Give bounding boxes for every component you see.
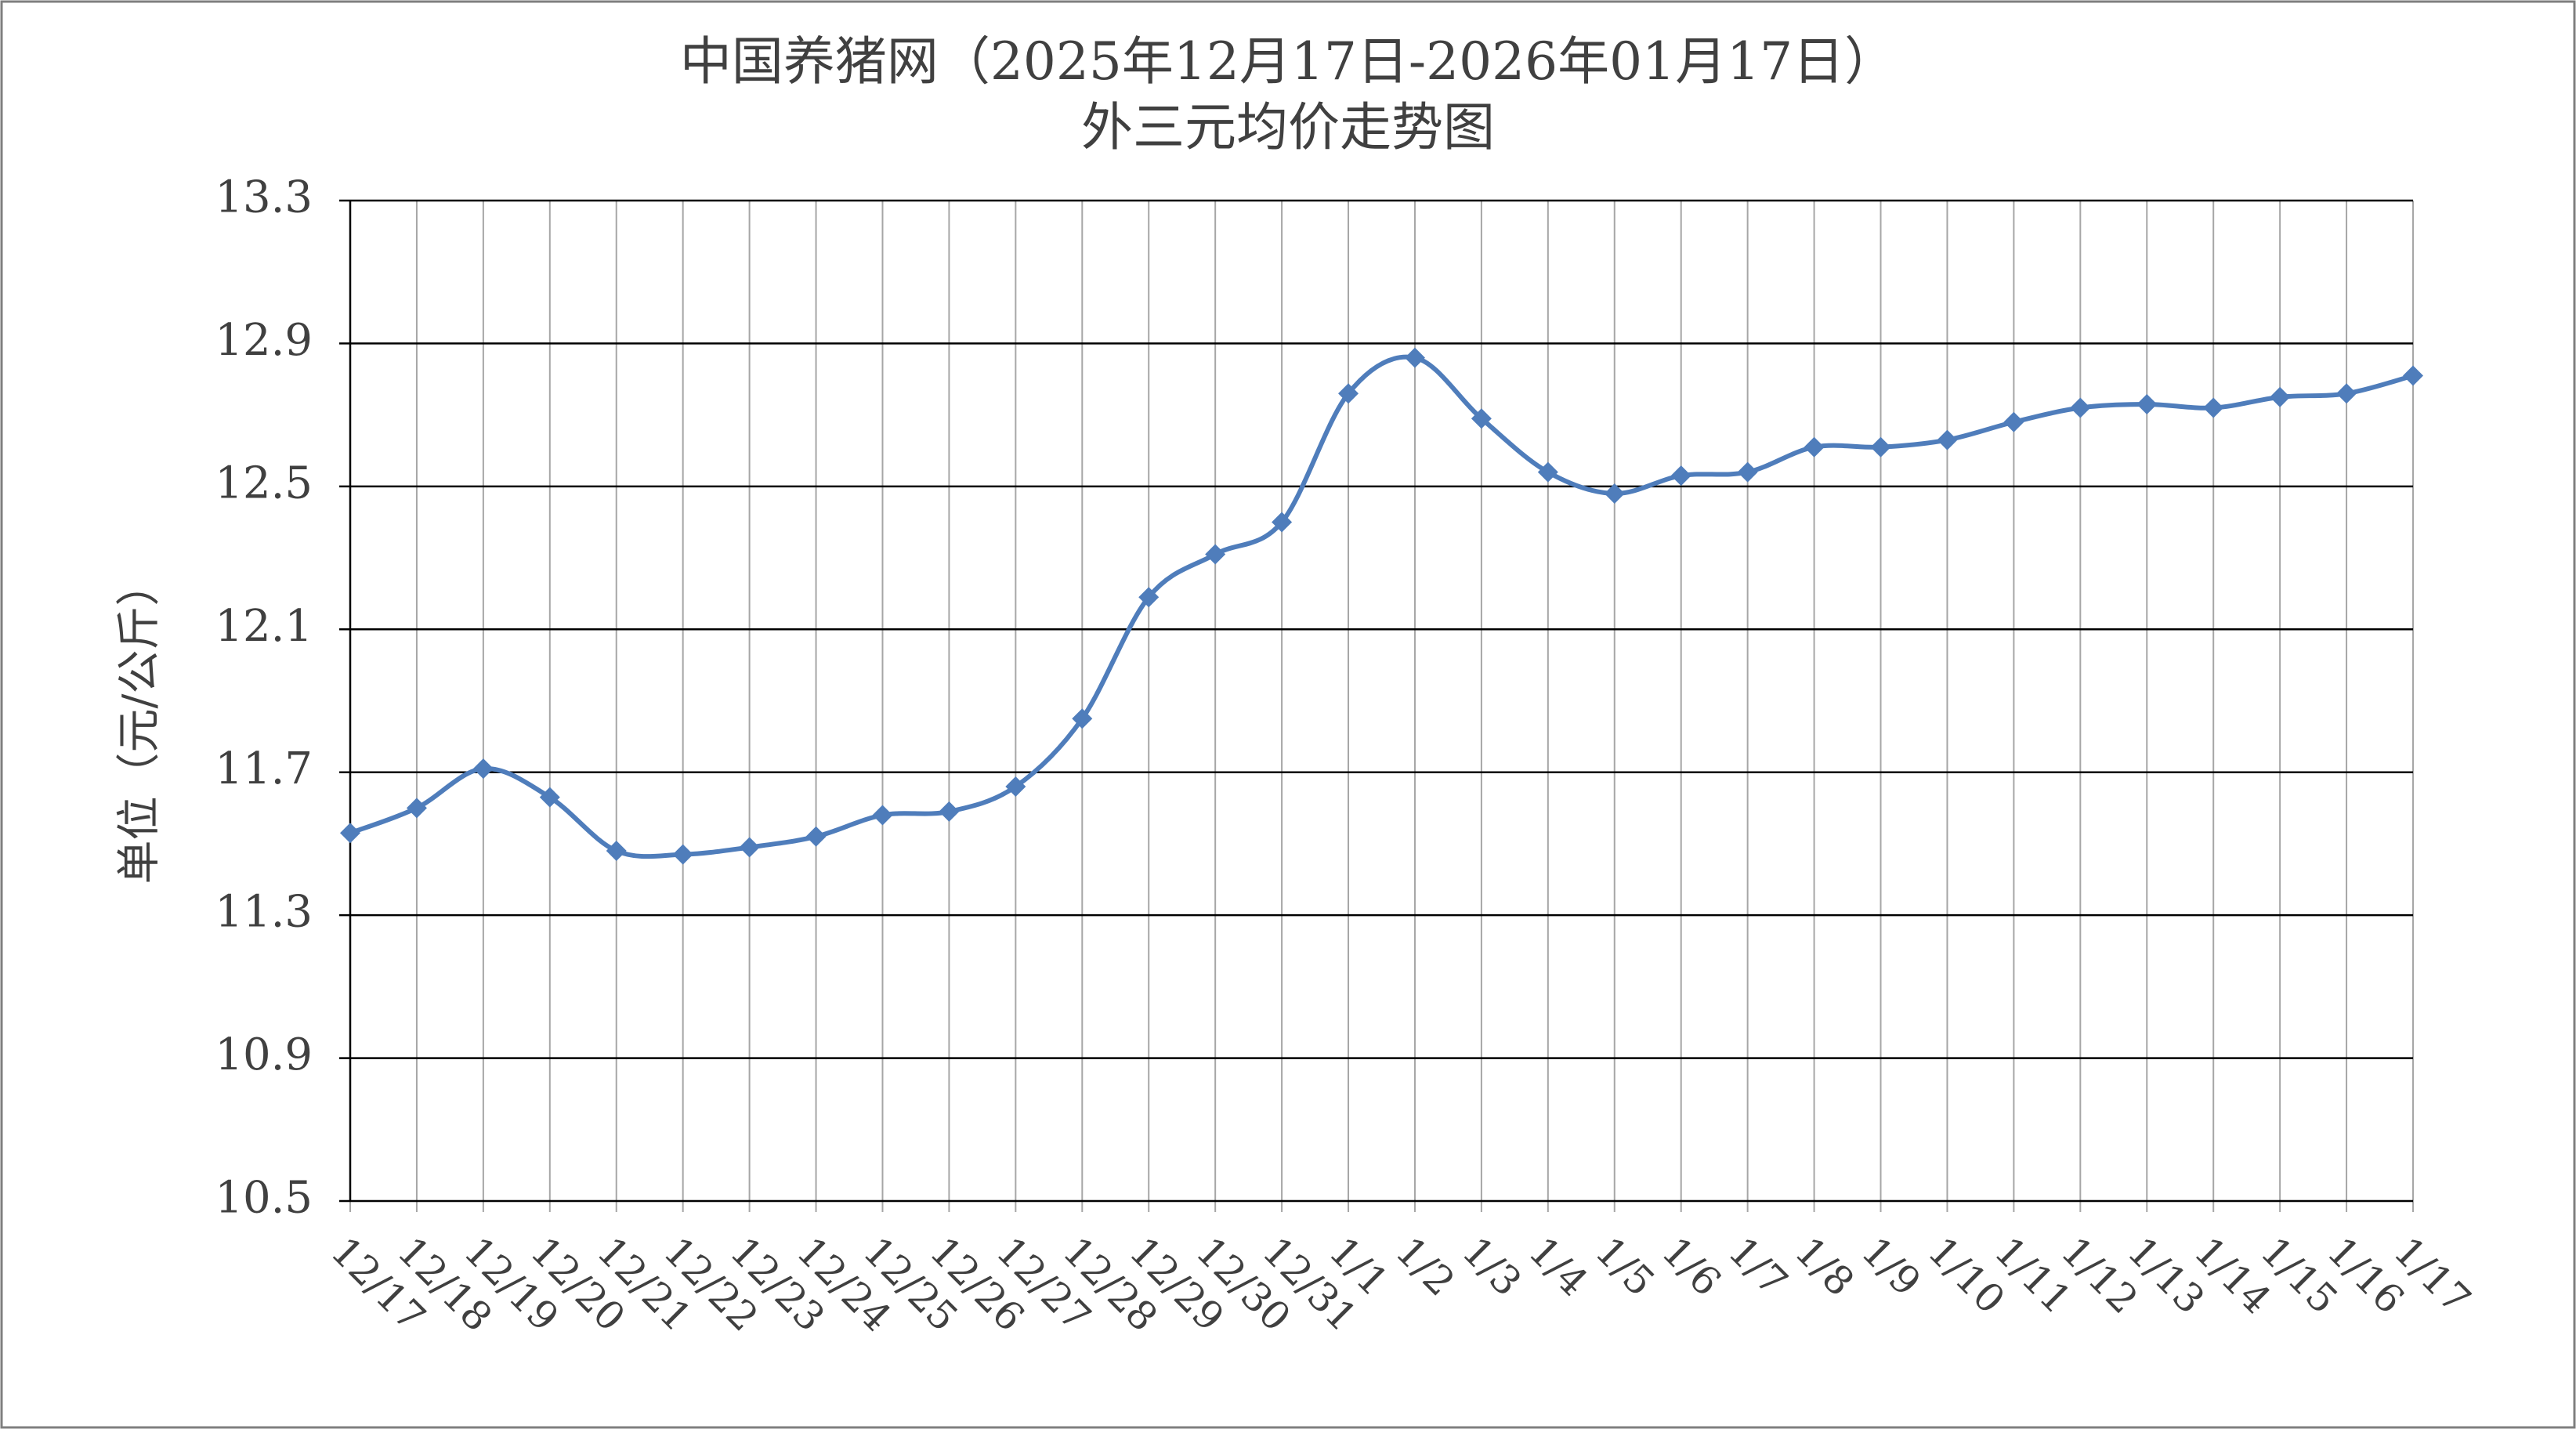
y-tick-label: 12.1 [215,601,313,652]
chart-title: 外三元均价走势图 [1081,97,1495,157]
y-axis-label: 单位（元/公斤） [114,563,165,885]
data-point [1072,708,1093,729]
data-point [1272,512,1293,533]
data-point [1138,587,1160,608]
y-tick-label: 10.9 [215,1029,313,1080]
data-point [1604,483,1625,504]
data-point [2203,397,2224,418]
data-point [539,787,560,808]
data-point [1670,465,1691,487]
data-point [805,826,827,847]
data-point [2070,397,2091,418]
y-tick-label: 12.9 [215,315,313,366]
chart-title: 中国养猪网（2025年12月17日-2026年01月17日） [680,31,1896,92]
data-point [1205,544,1226,565]
data-point [872,805,893,826]
data-point [739,837,760,858]
data-point [672,844,693,865]
y-tick-label: 10.5 [215,1173,313,1224]
y-tick-label: 11.7 [215,743,313,794]
data-point [1737,461,1758,483]
data-point [1870,436,1891,458]
y-tick-label: 13.3 [215,172,313,223]
data-point [2270,386,2291,407]
y-tick-label: 12.5 [215,458,313,508]
data-point [406,798,427,819]
data-point [1804,436,1825,458]
data-point [1471,408,1492,429]
data-point [472,758,494,780]
data-point [606,841,627,862]
data-point [2003,411,2024,432]
data-point [2336,383,2357,404]
data-point [2403,365,2423,386]
data-point [1537,461,1558,483]
data-point [2136,393,2158,414]
data-point [1937,429,1958,450]
y-tick-label: 11.3 [215,887,313,938]
data-point [1005,776,1026,797]
data-point [340,823,360,844]
data-point [939,801,960,822]
data-point [1338,383,1359,404]
data-point [1404,347,1425,368]
